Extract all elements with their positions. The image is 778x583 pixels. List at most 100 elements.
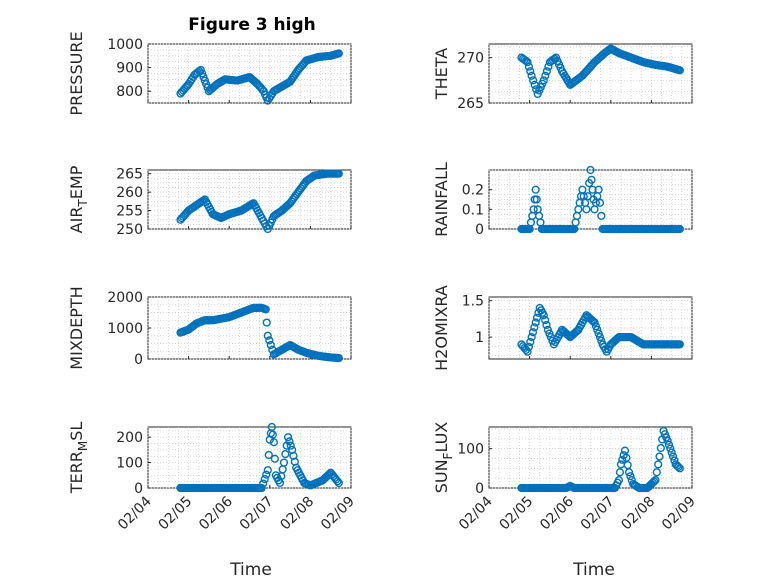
data-point <box>262 318 271 327</box>
data-point <box>663 436 672 445</box>
data-point <box>587 175 596 184</box>
data-point <box>545 329 554 338</box>
axes-h2omixra: 1 1.5 H2OMIXRA <box>432 285 693 371</box>
data-point <box>531 318 540 327</box>
y-axis-label-rest: SL <box>67 422 86 441</box>
y-tick-label: 255 <box>116 204 143 220</box>
data-point <box>531 185 540 194</box>
data-point <box>263 331 272 340</box>
data-point <box>652 468 661 477</box>
y-axis-label-main: TERR <box>67 451 86 494</box>
data-point <box>530 323 539 332</box>
y-axis-label-subscript: T <box>76 199 90 208</box>
data-point <box>593 325 602 334</box>
data-point <box>675 66 684 75</box>
x-axis-label-right: Time <box>572 560 615 580</box>
axes-mixdepth: 0 1000 2000 MIXDEPTH <box>67 286 352 370</box>
data-point <box>334 478 343 488</box>
data-point <box>542 67 551 76</box>
data-point <box>532 195 541 204</box>
axes-air_temp: 250 255 260 265 AIRTEMP <box>67 165 352 238</box>
data-point <box>261 305 270 314</box>
y-tick-label: 200 <box>116 430 143 446</box>
y-axis-label: SUNFLUX <box>432 422 455 494</box>
axes-pressure: 800 900 1000 PRESSURE <box>67 31 352 116</box>
data-point <box>262 470 271 479</box>
data-point <box>624 468 634 477</box>
data-point <box>283 433 293 442</box>
data-point <box>259 479 268 488</box>
data-point <box>264 450 273 460</box>
data-point <box>270 454 279 463</box>
y-tick-label: 0 <box>134 481 143 497</box>
data-point <box>285 437 294 446</box>
data-point <box>664 440 674 449</box>
data-point <box>532 313 542 322</box>
data-point <box>667 448 676 457</box>
data-point <box>334 353 343 363</box>
data-point <box>286 441 295 450</box>
data-point <box>529 76 538 85</box>
data-point <box>626 472 635 481</box>
data-point <box>668 452 678 461</box>
data-point <box>588 185 597 194</box>
y-tick-label: 265 <box>116 167 143 183</box>
data-point <box>656 443 665 453</box>
data-point <box>675 464 684 473</box>
data-point <box>266 340 275 350</box>
data-point <box>674 462 683 472</box>
data-point <box>586 165 595 175</box>
data-point <box>614 476 624 485</box>
y-axis-label-rest: EMP <box>67 165 86 199</box>
y-tick-label: 900 <box>116 61 143 77</box>
y-tick-label: 0 <box>475 481 484 497</box>
data-point <box>267 422 276 432</box>
y-tick-label: 100 <box>116 456 143 472</box>
y-tick-label: 800 <box>116 84 143 100</box>
y-tick-label: 260 <box>116 185 143 201</box>
data-point <box>654 460 663 469</box>
y-axis-label-main: AIR <box>67 207 86 234</box>
data-point <box>541 316 550 325</box>
data-point <box>618 455 627 464</box>
data-point <box>666 444 675 453</box>
data-point <box>524 62 534 71</box>
data-point <box>528 328 538 337</box>
data-point <box>590 318 599 327</box>
y-axis-label: RAINFALL <box>432 162 451 237</box>
axes-rainfall: 0 0.1 0.2 RAINFALL <box>432 162 693 238</box>
data-point <box>529 205 538 214</box>
y-tick-label: 1000 <box>107 321 143 337</box>
y-tick-label: 1.5 <box>462 294 484 310</box>
data-point <box>595 333 605 342</box>
y-tick-label: 0.2 <box>462 183 484 199</box>
data-point <box>594 329 603 338</box>
data-point <box>279 458 289 467</box>
y-axis-label: THETA <box>432 48 451 100</box>
data-point <box>582 205 591 214</box>
y-tick-label: 100 <box>457 442 484 458</box>
x-axis-label-left: Time <box>229 560 272 580</box>
y-tick-label: 1000 <box>107 37 143 53</box>
data-point <box>269 438 278 447</box>
data-point <box>595 198 605 207</box>
data-point <box>526 67 535 76</box>
y-tick-label: 0 <box>134 352 143 368</box>
data-point <box>265 336 274 345</box>
y-axis-label: H2OMIXRA <box>432 285 451 371</box>
data-point <box>650 477 659 486</box>
data-point <box>591 322 601 331</box>
y-tick-label: 0 <box>475 222 484 238</box>
data-point <box>594 185 603 194</box>
data-point <box>524 342 534 351</box>
y-axis-label-subscript: M <box>76 441 90 451</box>
figure-title: Figure 3 high <box>188 15 316 35</box>
y-axis-label-main: SUN <box>432 459 451 493</box>
data-point <box>526 337 535 347</box>
y-tick-label: 265 <box>457 96 484 112</box>
data-point <box>597 211 606 220</box>
data-point <box>527 71 536 80</box>
data-point <box>542 320 551 330</box>
data-point <box>539 76 548 85</box>
